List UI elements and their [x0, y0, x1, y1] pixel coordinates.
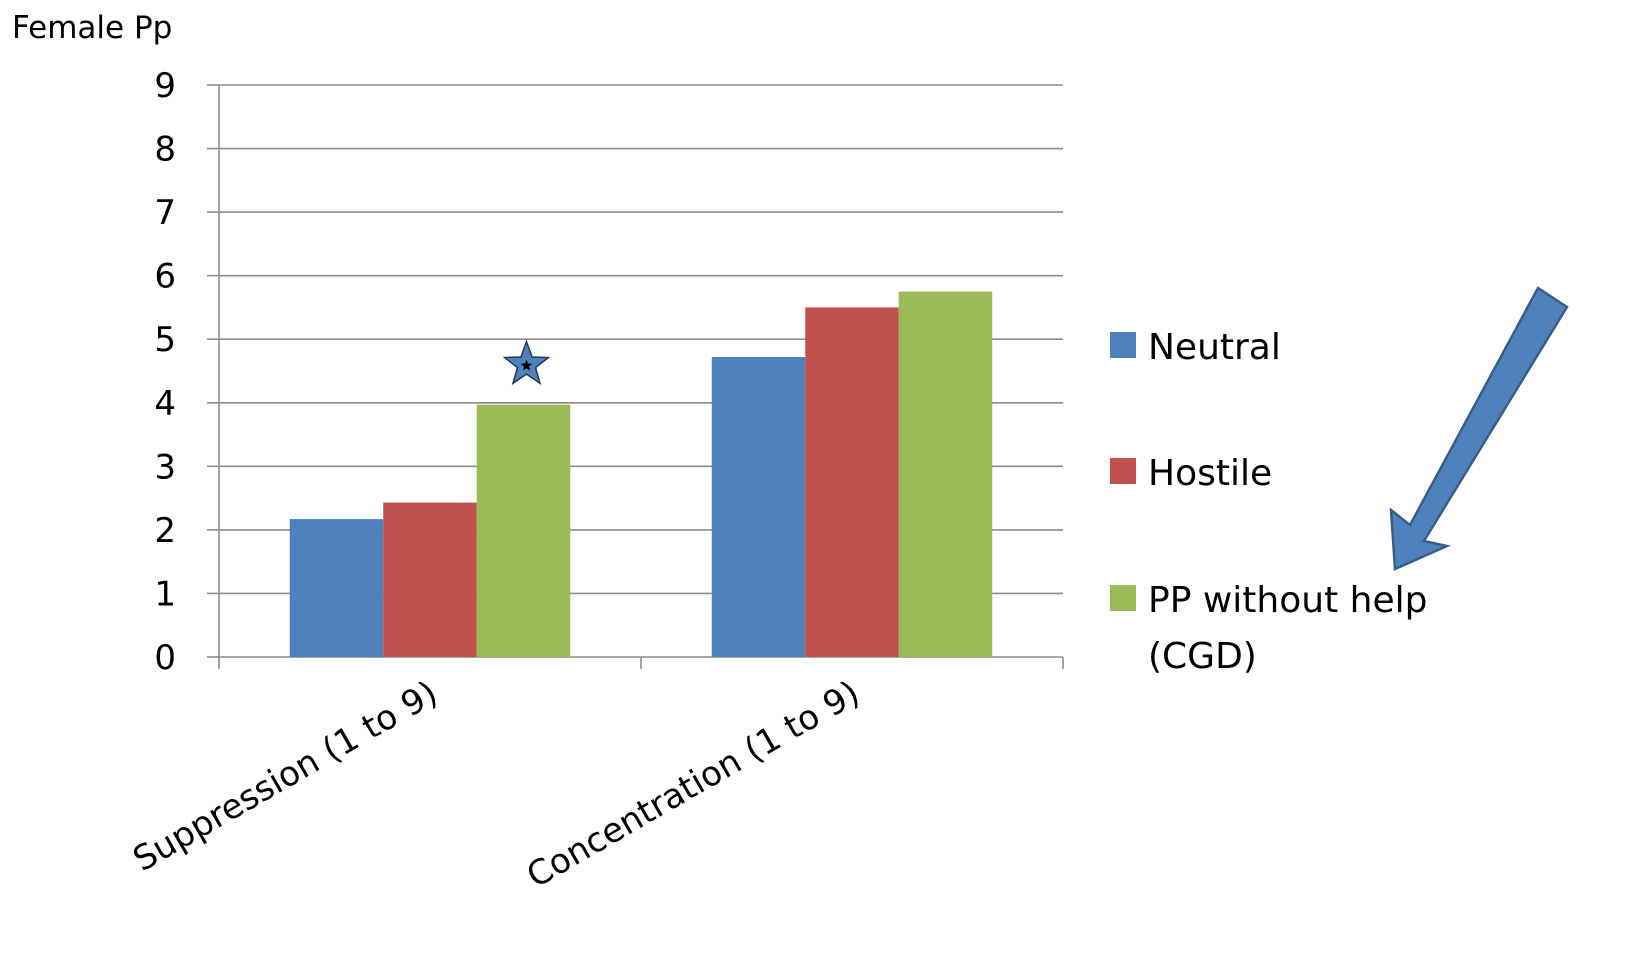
- x-category-labels: Suppression (1 to 9) Concentration (1 to …: [127, 673, 867, 896]
- bar: [476, 404, 571, 657]
- bars: [289, 291, 993, 657]
- y-tick-label: 2: [154, 511, 176, 551]
- bar: [711, 357, 806, 657]
- bar: [898, 291, 993, 657]
- legend-swatch: [1110, 585, 1136, 611]
- y-tick-label: 8: [154, 130, 176, 170]
- y-tick-label: 4: [154, 384, 176, 424]
- y-tick-labels: 0 1 2 3 4 5 6 7 8 9: [154, 66, 176, 678]
- x-category-label: Suppression (1 to 9): [127, 673, 445, 880]
- y-tick-label: 1: [154, 574, 176, 614]
- legend-label: PP without help (CGD): [1148, 580, 1427, 677]
- y-tick-label: 5: [154, 320, 176, 360]
- legend-label: Neutral: [1148, 327, 1281, 368]
- down-left-arrow: [1389, 286, 1569, 571]
- arrow-decoration: [1389, 286, 1569, 571]
- y-tick-label: 6: [154, 257, 176, 297]
- bar: [383, 502, 477, 657]
- legend-swatch: [1110, 332, 1136, 358]
- legend: Neutral Hostile PP without help (CGD): [1110, 327, 1427, 677]
- y-tick-label: 7: [154, 193, 176, 233]
- legend-label: Hostile: [1148, 453, 1272, 494]
- bar: [289, 519, 384, 657]
- y-tick-label: 9: [154, 66, 176, 106]
- annotations: [502, 339, 551, 386]
- y-tick-label: 0: [154, 638, 176, 678]
- chart-title: Female Pp: [12, 10, 172, 46]
- significance-star-center-icon: [520, 359, 533, 371]
- bar: [805, 307, 899, 657]
- y-tick-label: 3: [154, 447, 176, 487]
- x-category-label: Concentration (1 to 9): [520, 673, 866, 896]
- legend-swatch: [1110, 458, 1136, 484]
